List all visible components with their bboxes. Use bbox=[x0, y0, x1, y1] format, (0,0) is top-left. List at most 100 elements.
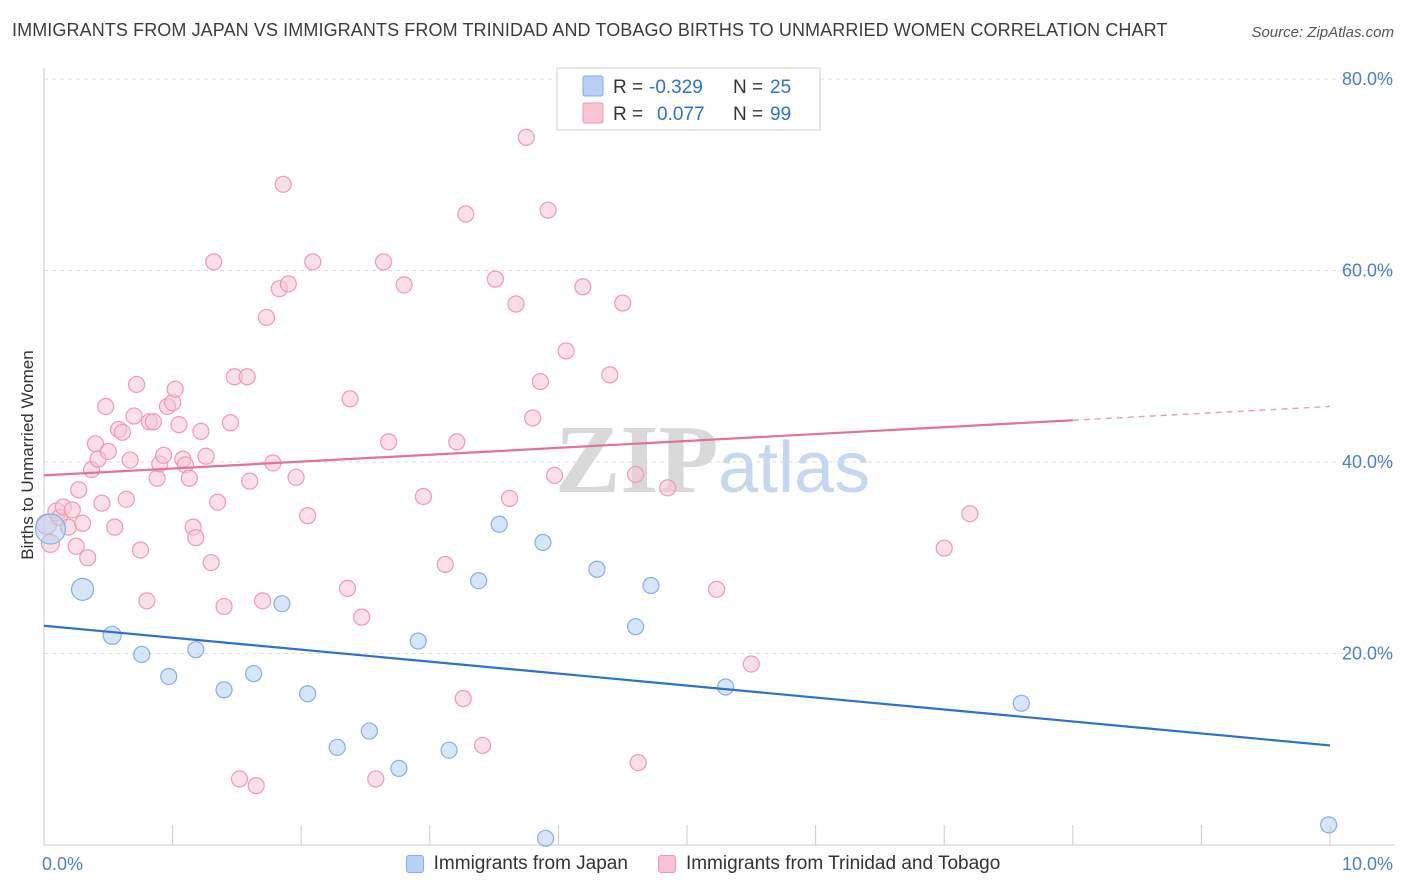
legend-n-label-tt: N = bbox=[733, 104, 763, 125]
point-tt bbox=[486, 270, 504, 288]
legend-r-label-tt: R = bbox=[613, 104, 643, 125]
point-tt bbox=[202, 553, 220, 572]
point-japan bbox=[133, 645, 151, 664]
point-tt bbox=[215, 597, 233, 616]
point-tt bbox=[557, 342, 575, 360]
bottom-legend-label-tt: Immigrants from Trinidad and Tobago bbox=[685, 853, 1001, 874]
axes bbox=[43, 68, 1395, 846]
point-tt bbox=[436, 555, 454, 574]
point-tt bbox=[353, 608, 371, 626]
point-japan bbox=[536, 829, 555, 847]
point-tt bbox=[241, 472, 259, 490]
point-tt bbox=[380, 433, 398, 451]
point-tt bbox=[374, 253, 393, 271]
point-tt bbox=[254, 592, 272, 610]
point-tt bbox=[414, 487, 432, 506]
point-japan bbox=[440, 741, 458, 759]
point-tt bbox=[67, 537, 85, 555]
point-tt bbox=[113, 423, 132, 441]
point-japan bbox=[70, 577, 95, 601]
source-label: Source: ZipAtlas.com bbox=[1251, 24, 1394, 41]
point-tt bbox=[93, 494, 111, 512]
point-tt bbox=[154, 446, 173, 464]
point-japan bbox=[470, 572, 488, 590]
point-tt bbox=[99, 442, 117, 461]
trend-lines bbox=[43, 405, 1331, 747]
point-tt bbox=[395, 276, 413, 294]
point-tt bbox=[63, 501, 81, 519]
point-tt bbox=[517, 128, 535, 147]
legend-n-value-japan: 25 bbox=[770, 77, 791, 98]
point-tt bbox=[144, 413, 162, 431]
point-tt bbox=[367, 770, 385, 788]
point-tt bbox=[79, 549, 97, 567]
legend-r-label-japan: R = bbox=[613, 77, 643, 98]
point-tt bbox=[106, 518, 124, 536]
y-tick-label: 60.0% bbox=[1342, 261, 1393, 281]
point-tt bbox=[457, 205, 475, 223]
point-tt bbox=[742, 655, 760, 673]
point-japan bbox=[187, 641, 205, 659]
point-tt bbox=[97, 397, 115, 416]
point-tt bbox=[121, 451, 139, 469]
tick-labels: 20.0% 40.0% 60.0% 80.0% 0.0% 10.0% bbox=[42, 69, 1393, 874]
point-tt bbox=[209, 493, 227, 511]
point-tt bbox=[70, 481, 88, 499]
point-japan bbox=[273, 595, 291, 613]
x-tick-label: 10.0% bbox=[1342, 854, 1393, 874]
y-tick-label: 40.0% bbox=[1342, 452, 1393, 472]
point-japan bbox=[626, 618, 645, 636]
y-tick-label: 80.0% bbox=[1342, 69, 1393, 89]
point-tt bbox=[187, 529, 205, 547]
point-tt bbox=[473, 736, 492, 755]
point-tt bbox=[131, 541, 150, 559]
point-tt bbox=[180, 469, 198, 487]
point-tt bbox=[257, 308, 276, 327]
point-tt bbox=[238, 368, 256, 386]
legend-r-value-japan: -0.329 bbox=[649, 77, 703, 98]
point-japan bbox=[360, 722, 378, 740]
trend-line-japan bbox=[43, 624, 1331, 747]
point-japan bbox=[534, 533, 552, 552]
point-tt bbox=[230, 770, 249, 788]
point-japan bbox=[160, 667, 178, 686]
point-tt bbox=[125, 407, 143, 425]
point-tt bbox=[614, 294, 632, 312]
correlation-legend: R = -0.329 N = 25 R = 0.077 N = 99 bbox=[556, 67, 821, 131]
x-tick-label: 0.0% bbox=[42, 854, 83, 874]
point-tt bbox=[166, 380, 184, 398]
trend-line-tt bbox=[43, 419, 1073, 477]
point-tt bbox=[539, 201, 557, 219]
legend-swatch-tt bbox=[582, 102, 604, 124]
point-tt bbox=[574, 278, 592, 296]
point-tt bbox=[127, 375, 146, 394]
y-tick-label: 20.0% bbox=[1342, 644, 1393, 664]
trend-line-dashed-tt bbox=[1072, 405, 1331, 421]
point-japan bbox=[299, 685, 317, 703]
point-japan bbox=[390, 759, 408, 778]
point-tt bbox=[500, 489, 519, 507]
legend-n-value-tt: 99 bbox=[770, 104, 791, 125]
point-tt bbox=[507, 295, 525, 313]
point-japan bbox=[716, 678, 735, 696]
point-japan bbox=[102, 625, 122, 645]
watermark-zip: ZIP bbox=[555, 406, 718, 514]
bottom-legend: Immigrants from Japan Immigrants from Tr… bbox=[0, 850, 1406, 878]
legend-n-label-japan: N = bbox=[733, 77, 763, 98]
point-tt bbox=[274, 175, 292, 193]
bottom-legend-item-tt: Immigrants from Trinidad and Tobago bbox=[657, 853, 1001, 875]
point-tt bbox=[117, 490, 135, 508]
point-japan bbox=[588, 560, 606, 578]
chart-title: IMMIGRANTS FROM JAPAN VS IMMIGRANTS FROM… bbox=[12, 20, 1168, 40]
point-japan bbox=[490, 515, 508, 533]
point-tt bbox=[629, 754, 647, 772]
point-tt bbox=[961, 505, 979, 523]
point-tt bbox=[73, 514, 92, 532]
point-tt bbox=[299, 507, 317, 525]
bottom-legend-swatch-tt bbox=[657, 855, 676, 873]
point-tt bbox=[338, 579, 357, 597]
watermark: ZIP atlas bbox=[555, 406, 870, 514]
point-tt bbox=[170, 416, 188, 434]
point-tt bbox=[707, 580, 726, 598]
